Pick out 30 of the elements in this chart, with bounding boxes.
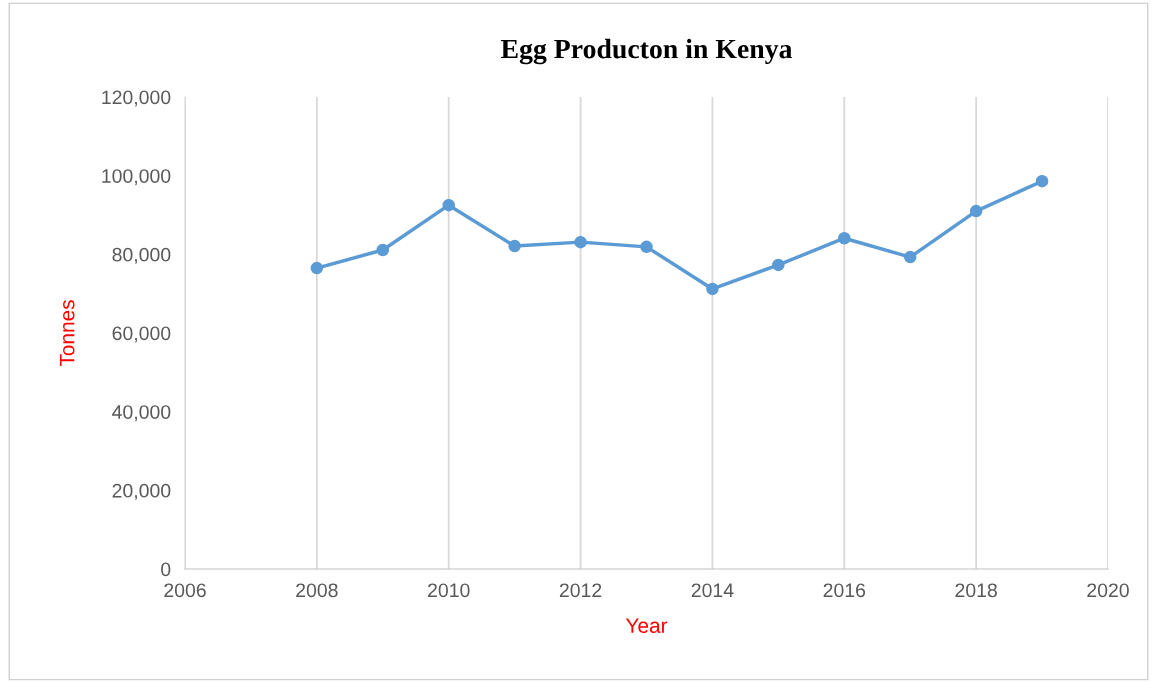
point xyxy=(969,204,983,218)
x-tick-label: 2020 xyxy=(1087,583,1129,598)
x-tick-label: 2010 xyxy=(428,583,470,598)
x-tick-label: 2014 xyxy=(691,583,734,598)
point xyxy=(310,261,324,275)
point xyxy=(574,235,587,249)
x-tick-label: 2006 xyxy=(164,583,206,598)
point xyxy=(838,231,851,245)
y-tick-label: 0 xyxy=(161,562,171,577)
x-axis-title: Year xyxy=(625,618,668,633)
y-tick-label: 40,000 xyxy=(112,405,171,422)
y-tick-label: 80,000 xyxy=(112,247,171,264)
point xyxy=(508,239,521,253)
point xyxy=(640,240,653,254)
y-tick-label: 60,000 xyxy=(112,326,171,343)
chart-title: Egg Producton in Kenya xyxy=(500,38,793,65)
y-axis-title: Tonnes xyxy=(59,300,75,367)
point xyxy=(706,282,719,296)
point xyxy=(1035,174,1049,188)
point xyxy=(376,243,390,257)
point xyxy=(772,258,785,272)
y-tick-label: 100,000 xyxy=(102,169,171,186)
point xyxy=(903,250,917,264)
x-tick-label: 2016 xyxy=(823,583,866,598)
x-tick-label: 2008 xyxy=(296,583,338,598)
y-tick-label: 120,000 xyxy=(102,90,171,107)
x-tick-label: 2012 xyxy=(559,583,602,598)
y-tick-label: 20,000 xyxy=(112,483,171,500)
point xyxy=(442,198,455,212)
x-tick-label: 2018 xyxy=(955,583,997,598)
